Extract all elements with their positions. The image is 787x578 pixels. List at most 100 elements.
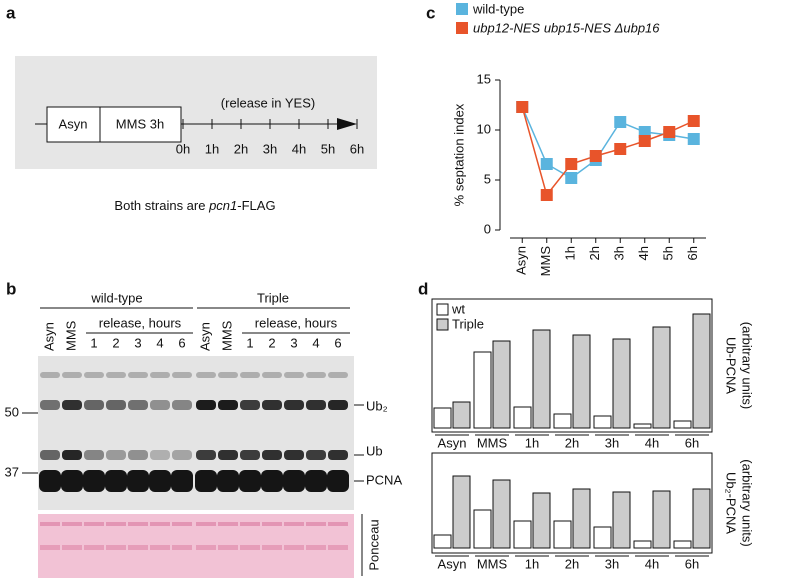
- band: [172, 450, 192, 460]
- legend-label: ubp12-NES ubp15-NES Δubp16: [473, 20, 660, 35]
- panel-label: a: [6, 3, 16, 22]
- x-tick-label: 6h: [685, 556, 699, 571]
- bar: [593, 415, 612, 429]
- ponceau-band: [196, 522, 216, 526]
- y-axis-label: (arbitrary units): [740, 322, 755, 409]
- bar: [692, 488, 711, 549]
- band: [218, 450, 238, 460]
- band: [196, 372, 216, 378]
- time-label: 0h: [176, 141, 190, 156]
- x-tick-label: 5h: [661, 246, 676, 260]
- band-label: Ub₂: [366, 398, 388, 413]
- legend-swatch: [456, 3, 468, 15]
- bar: [572, 334, 591, 429]
- lane-label: 2: [268, 335, 275, 350]
- time-label: 1h: [205, 141, 219, 156]
- group-label: Triple: [257, 290, 289, 305]
- band: [62, 400, 82, 410]
- data-point: [589, 150, 602, 162]
- lane-label: 6: [178, 335, 185, 350]
- band: [284, 450, 304, 460]
- band: [105, 470, 127, 492]
- bar: [572, 488, 591, 549]
- y-axis-label: (arbitrary units): [740, 459, 755, 546]
- phase-label: Asyn: [59, 116, 88, 131]
- phase-box: [99, 106, 182, 143]
- ponceau-band: [218, 522, 238, 526]
- band: [218, 400, 238, 410]
- x-tick-label: 1h: [525, 435, 539, 450]
- caption-part: pcn1: [208, 198, 237, 213]
- band: [62, 372, 82, 378]
- bar: [492, 479, 511, 549]
- lane-label: Asyn: [197, 322, 212, 351]
- arrow-head: [337, 118, 357, 130]
- legend-swatch: [456, 22, 468, 34]
- bar: [553, 520, 572, 549]
- blot: wild-type Triple release, hours release,…: [5, 290, 402, 578]
- band: [284, 372, 304, 378]
- x-tick-label: 6h: [685, 435, 699, 450]
- x-tick-label: Asyn: [514, 246, 529, 275]
- bar: [452, 475, 471, 549]
- caption-part: Both strains are: [114, 198, 209, 213]
- x-tick-label: 4h: [645, 556, 659, 571]
- band: [172, 400, 192, 410]
- x-tick-label: MMS: [477, 435, 508, 450]
- ponceau-band: [172, 545, 192, 550]
- ponceau-band: [62, 545, 82, 550]
- bar: [452, 401, 471, 429]
- ponceau-band: [106, 522, 126, 526]
- band: [305, 470, 327, 492]
- data-point: [638, 135, 651, 147]
- ponceau-band: [128, 545, 148, 550]
- ponceau-band: [106, 545, 126, 550]
- band: [40, 400, 60, 410]
- chart-frame: [431, 298, 713, 433]
- caption-part: -FLAG: [237, 198, 275, 213]
- band: [61, 470, 83, 492]
- data-point: [565, 158, 578, 170]
- band: [239, 470, 261, 492]
- band: [106, 372, 126, 378]
- x-tick-label: 2h: [587, 246, 602, 260]
- y-tick-label: 5: [484, 171, 491, 186]
- bar: [612, 338, 631, 429]
- ponceau-band: [306, 522, 326, 526]
- series-line: [521, 106, 695, 197]
- band: [150, 450, 170, 460]
- lane-label: 2: [112, 335, 119, 350]
- band: [306, 400, 326, 410]
- x-tick-label: 6h: [685, 246, 700, 260]
- ponceau-band: [172, 522, 192, 526]
- band: [240, 450, 260, 460]
- x-tick-label: MMS: [477, 556, 508, 571]
- bar: [473, 509, 492, 549]
- data-point: [516, 101, 529, 113]
- band: [127, 470, 149, 492]
- band: [328, 372, 348, 378]
- band: [196, 400, 216, 410]
- lane-label: 3: [134, 335, 141, 350]
- data-point: [663, 126, 676, 138]
- ponceau-band: [84, 545, 104, 550]
- band: [217, 470, 239, 492]
- lane-label: MMS: [63, 320, 78, 351]
- band: [306, 450, 326, 460]
- x-tick-label: Asyn: [438, 556, 467, 571]
- ponceau-band: [218, 545, 238, 550]
- legend-label: wt: [451, 301, 465, 316]
- x-tick-label: MMS: [538, 246, 553, 277]
- band: [328, 450, 348, 460]
- ponceau-band: [150, 522, 170, 526]
- band: [39, 470, 61, 492]
- band: [195, 470, 217, 492]
- band: [240, 372, 260, 378]
- time-label: 3h: [263, 141, 277, 156]
- band: [283, 470, 305, 492]
- band: [171, 470, 193, 492]
- time-label: 4h: [292, 141, 306, 156]
- data-point: [540, 158, 553, 170]
- ponceau-band: [84, 522, 104, 526]
